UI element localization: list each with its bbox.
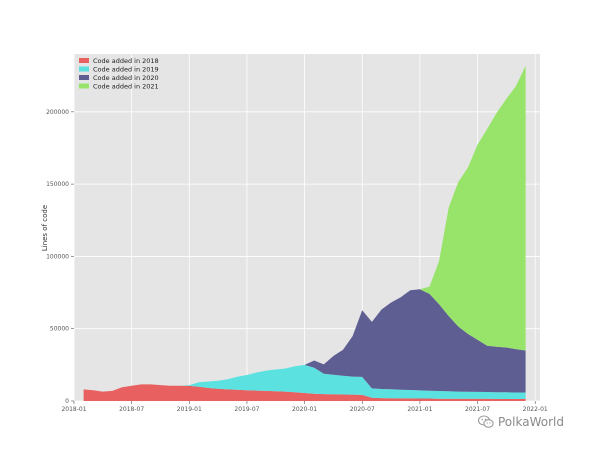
watermark-text: PolkaWorld [498, 415, 564, 429]
x-tick-label: 2021-07 [465, 406, 490, 413]
y-tick-label: 200000 [46, 109, 69, 116]
y-axis-title: Lines of code [41, 205, 49, 251]
x-tick-label: 2019-01 [177, 406, 202, 413]
y-tick-label: 100000 [46, 253, 69, 260]
x-tick-label: 2018-01 [61, 406, 86, 413]
area-layers [83, 65, 526, 401]
watermark: PolkaWorld [478, 415, 564, 429]
legend-swatch [79, 66, 89, 72]
y-tick-label: 150000 [46, 181, 69, 188]
y-tick-label: 50000 [50, 326, 69, 333]
legend-label: Code added in 2018 [93, 57, 159, 65]
x-tick-label: 2018-07 [119, 406, 144, 413]
legend-swatch [79, 58, 89, 63]
y-tick-label: 0 [65, 398, 69, 405]
legend-label: Code added in 2020 [93, 74, 159, 82]
legend-swatch [79, 75, 89, 80]
legend-label: Code added in 2021 [93, 83, 159, 91]
area-series-code-added-in-2019 [83, 364, 526, 399]
x-tick-label: 2019-07 [234, 406, 259, 413]
x-tick-label: 2022-01 [523, 406, 548, 413]
x-tick-label: 2020-07 [350, 406, 375, 413]
x-tick-label: 2020-01 [292, 406, 317, 413]
x-tick-label: 2021-01 [407, 406, 432, 413]
area-series-code-added-in-2018 [83, 384, 526, 401]
wechat-icon [478, 415, 494, 428]
legend-label: Code added in 2019 [93, 66, 159, 74]
x-axis-ticks: 2018-01 2018-07 2019-01 2019-07 2020-01 2020-… [61, 401, 548, 413]
y-axis-ticks: 0 50000 100000 150000 200000 [46, 109, 74, 405]
area-series-code-added-in-2020 [83, 289, 526, 393]
legend-swatch [79, 83, 89, 89]
